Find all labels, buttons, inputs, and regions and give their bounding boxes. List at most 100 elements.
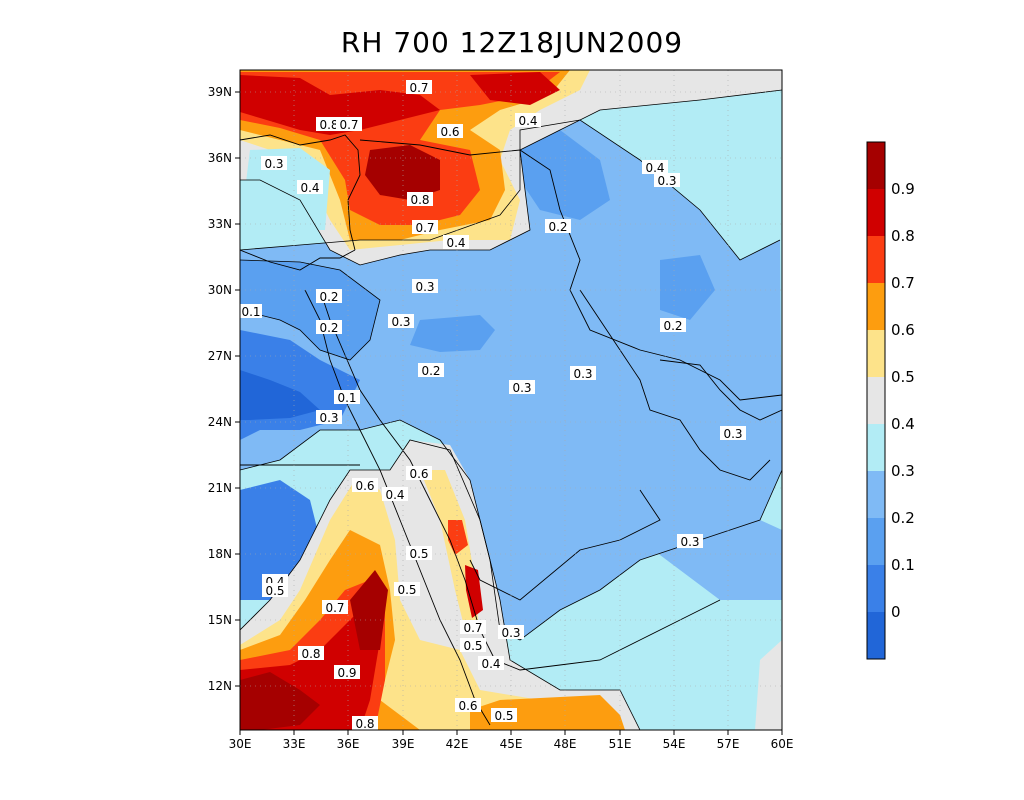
colorbar-swatch — [867, 330, 885, 377]
svg-text:0.4: 0.4 — [446, 236, 465, 250]
y-tick-label: 30N — [208, 283, 232, 297]
svg-text:0.9: 0.9 — [337, 666, 356, 680]
svg-text:0.7: 0.7 — [463, 621, 482, 635]
svg-text:0.7: 0.7 — [415, 221, 434, 235]
svg-text:0.2: 0.2 — [548, 220, 567, 234]
contour-label: 0.7 — [336, 117, 362, 132]
contour-label: 0.6 — [455, 698, 481, 713]
chart-title: RH 700 12Z18JUN2009 — [340, 26, 684, 59]
contour-labels: 0.7 0.4 0.6 0.8 0.7 0.3 0.4 0.8 0.7 0.4 … — [240, 80, 746, 731]
colorbar: 0.9 0.8 0.7 0.6 0.5 0.4 0.3 0.2 0.1 0 — [866, 141, 915, 660]
y-tick-label: 24N — [208, 415, 232, 429]
colorbar-swatch — [867, 236, 885, 283]
colorbar-swatch — [867, 565, 885, 612]
svg-text:0.7: 0.7 — [325, 601, 344, 615]
svg-text:0.3: 0.3 — [657, 174, 676, 188]
svg-text:0.3: 0.3 — [415, 280, 434, 294]
svg-text:0.6: 0.6 — [440, 125, 459, 139]
svg-text:0.4: 0.4 — [518, 114, 537, 128]
contour-label: 0.2 — [660, 318, 686, 333]
field-region-mid-2 — [640, 520, 782, 600]
contour-label: 0.9 — [334, 665, 360, 680]
contour-label: 0.6 — [437, 124, 463, 139]
contour-label: 0.8 — [352, 716, 378, 731]
svg-text:0.3: 0.3 — [319, 411, 338, 425]
colorbar-label: 0.1 — [891, 556, 915, 574]
svg-text:0.6: 0.6 — [355, 479, 374, 493]
svg-text:0.4: 0.4 — [481, 657, 500, 671]
field-region-redsea-6 — [420, 470, 478, 630]
svg-text:0.3: 0.3 — [501, 626, 520, 640]
contour-label: 0.5 — [394, 582, 420, 597]
contour-label: 0.7 — [406, 80, 432, 95]
contour-label: 0.5 — [460, 638, 486, 653]
colorbar-swatch — [867, 518, 885, 565]
contour-line — [240, 439, 641, 730]
field-region-high-south-10 — [240, 672, 320, 730]
contour-label: 0.6 — [406, 466, 432, 481]
field-region-high-south-11 — [350, 570, 388, 650]
svg-text:0.3: 0.3 — [680, 535, 699, 549]
borders — [240, 134, 782, 726]
contour-label: 0.4 — [297, 180, 323, 195]
contour-label: 0.3 — [498, 625, 524, 640]
contour-label: 0.8 — [407, 192, 433, 207]
x-tick-label: 33E — [283, 737, 306, 751]
svg-text:0.5: 0.5 — [463, 639, 482, 653]
contour-label: 0.5 — [491, 708, 517, 723]
contour-label: 0.7 — [460, 620, 486, 635]
border-line — [469, 489, 661, 601]
colorbar-label: 0.3 — [891, 462, 915, 480]
svg-text:0.8: 0.8 — [410, 193, 429, 207]
colorbar-swatch — [867, 377, 885, 424]
svg-text:0.8: 0.8 — [355, 717, 374, 731]
contour-label: 0.4 — [478, 656, 504, 671]
colorbar-swatch — [867, 424, 885, 471]
svg-text:0.4: 0.4 — [645, 161, 664, 175]
svg-text:0.1: 0.1 — [241, 305, 260, 319]
field-region-low-7 — [410, 315, 495, 352]
contour-label: 0.3 — [412, 279, 438, 294]
y-tick-label: 12N — [208, 679, 232, 693]
svg-text:0.5: 0.5 — [397, 583, 416, 597]
contour-label: 0.6 — [352, 478, 378, 493]
field-region-high-north-10 — [365, 145, 440, 200]
contour-label: 0.8 — [316, 117, 342, 132]
contour-label: 0.3 — [677, 534, 703, 549]
x-tick-label: 36E — [337, 737, 360, 751]
colorbar-swatch — [867, 612, 885, 659]
svg-text:0.6: 0.6 — [409, 467, 428, 481]
svg-text:0.2: 0.2 — [319, 290, 338, 304]
coastline — [240, 134, 361, 251]
colorbar-swatch — [867, 142, 885, 189]
border-line — [359, 139, 782, 401]
contour-label: 0.1 — [334, 390, 360, 405]
colorbar-swatch — [867, 471, 885, 518]
contour-label: 0.3 — [570, 366, 596, 381]
svg-text:0.7: 0.7 — [409, 81, 428, 95]
svg-text:0.3: 0.3 — [391, 315, 410, 329]
contour-line — [240, 419, 782, 641]
colorbar-label: 0.6 — [891, 321, 915, 339]
field-region-low — [240, 260, 380, 360]
x-tick-label: 48E — [554, 737, 577, 751]
contour-label: 0.4 — [642, 160, 668, 175]
contour-lines — [240, 89, 782, 730]
contour-label: 0.2 — [545, 219, 571, 234]
colorbar-label: 0.5 — [891, 368, 915, 386]
svg-text:0.4: 0.4 — [385, 488, 404, 502]
field-region-low-3 — [240, 370, 320, 420]
x-tick-label: 51E — [609, 737, 632, 751]
svg-text:0.3: 0.3 — [512, 381, 531, 395]
field-region-redsea-9 — [465, 565, 483, 618]
field-region-high-north-11 — [470, 72, 560, 105]
coastline — [579, 289, 771, 481]
contour-label: 0.5 — [406, 546, 432, 561]
y-axis: 39N 36N 33N 30N 27N 24N 21N 18N 15N 12N — [208, 85, 240, 693]
svg-text:0.6: 0.6 — [458, 699, 477, 713]
colorbar-label: 0.2 — [891, 509, 915, 527]
svg-text:0.3: 0.3 — [573, 367, 592, 381]
contour-label: 0.3 — [654, 173, 680, 188]
x-tick-label: 54E — [663, 737, 686, 751]
